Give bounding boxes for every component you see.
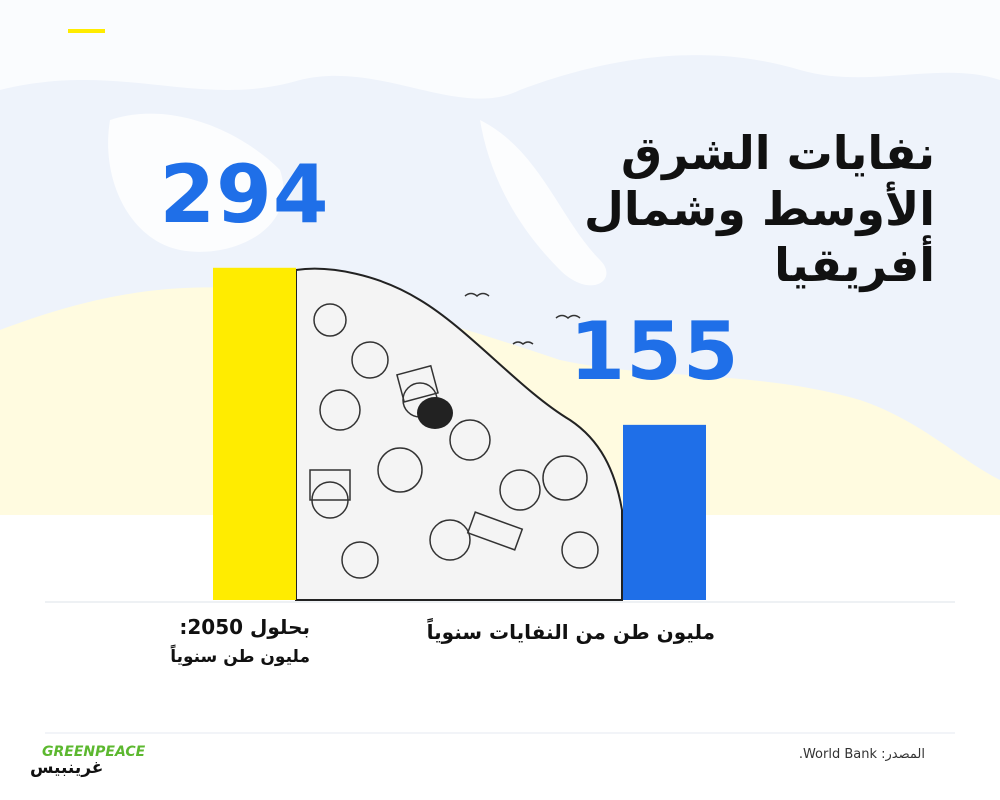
category-line: مليون طن من النفايات سنوياً [426, 620, 715, 644]
category-label: مليون طن من النفايات سنوياً [427, 617, 715, 647]
map-land [0, 0, 1000, 99]
chart-title: نفايات الشرق الأوسط وشمال أفريقيا [584, 125, 935, 293]
garbage-detail [309, 303, 599, 579]
logo-arabic: غرينبيس [30, 758, 104, 778]
source: المصدر: World Bank. [798, 747, 925, 762]
value-label: 155 [569, 304, 740, 398]
title-line: أفريقيا [774, 238, 935, 292]
logo-latin: GREENPEACE [42, 744, 146, 760]
bar [623, 424, 706, 600]
category-line: مليون طن سنوياً [170, 647, 310, 667]
map-land [108, 113, 284, 252]
title-line: الأوسط وشمال [584, 182, 935, 236]
category-line: بحلول 2050: [179, 615, 310, 639]
title-line: نفايات الشرق [620, 126, 935, 180]
category-label: بحلول 2050: مليون طن سنوياً [170, 612, 310, 672]
birds [464, 292, 581, 345]
bar [213, 267, 296, 600]
garbage-pile [295, 267, 623, 601]
value-label: 294 [159, 147, 330, 241]
accent-dash [68, 29, 105, 33]
garbage-bag [417, 397, 453, 429]
map-land [480, 120, 607, 286]
